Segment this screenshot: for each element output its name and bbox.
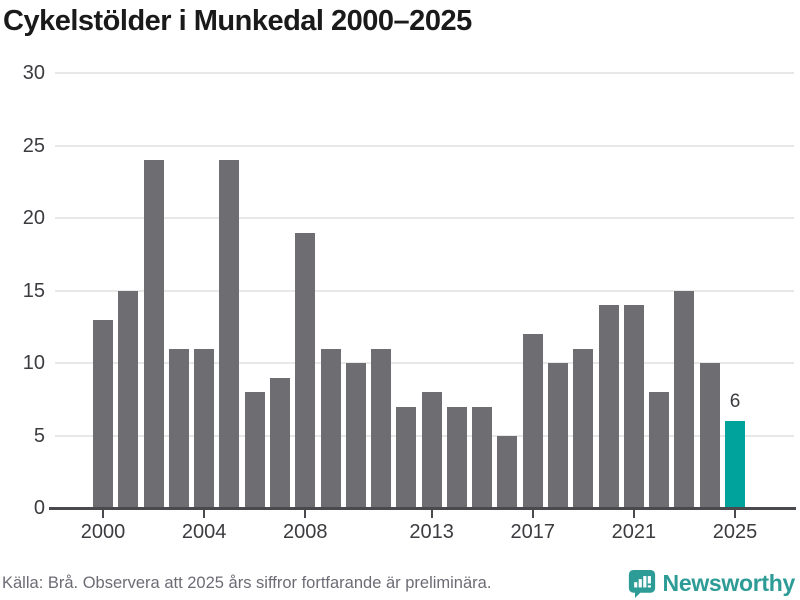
x-tick-label-2000: 2000 [80, 521, 126, 543]
y-tick-label-25: 25 [22, 134, 45, 157]
bar-2025 [725, 421, 745, 508]
x-tick-label-2017: 2017 [510, 521, 556, 543]
footer: Källa: Brå. Observera att 2025 års siffr… [0, 566, 800, 600]
y-tick-label-10: 10 [22, 352, 45, 374]
bar-2006 [244, 392, 265, 508]
bar-2000 [93, 319, 113, 508]
gridline-30 [55, 72, 794, 74]
x-tick-2017 [531, 509, 534, 518]
x-tick-label-2004: 2004 [181, 521, 227, 543]
x-axis: 2000 2004 2008 2013 2017 2021 2025 [55, 508, 792, 553]
gridline-25 [55, 144, 794, 147]
bar-2024 [699, 363, 720, 508]
bar-2013 [421, 392, 442, 508]
brand-name: Newsworthy [662, 569, 796, 596]
source-note: Källa: Brå. Observera att 2025 års siffr… [2, 573, 492, 592]
gridline-10 [55, 362, 794, 364]
bar-2023 [674, 290, 695, 508]
bar-2011 [371, 348, 392, 508]
bar-2021 [623, 305, 644, 508]
x-axis-line [49, 507, 796, 510]
bar-2001 [118, 290, 139, 508]
x-tick-2008 [304, 509, 307, 518]
bar-2019 [573, 348, 594, 508]
bar-value-label: 6 [729, 391, 741, 412]
x-tick-label-2008: 2008 [282, 521, 328, 543]
y-axis: 0 5 10 15 20 25 30 [0, 62, 45, 519]
bar-2018 [548, 363, 569, 508]
x-tick-label-2013: 2013 [409, 521, 454, 543]
bar-2002 [143, 160, 164, 508]
bar-2005 [219, 160, 240, 508]
plot-area: 6 [49, 72, 796, 510]
gridline-20 [55, 217, 794, 219]
x-tick-2025 [734, 509, 736, 518]
y-tick-label-30: 30 [22, 62, 45, 84]
gridline-15 [55, 289, 794, 292]
x-tick-label-2025: 2025 [712, 521, 758, 543]
bar-2003 [168, 348, 189, 508]
newsworthy-logo-link[interactable]: Newsworthy [628, 569, 795, 598]
chart-title: Cykelstölder i Munkedal 2000–2025 [3, 5, 472, 37]
y-tick-label-20: 20 [22, 207, 45, 229]
bar-2017 [522, 334, 543, 508]
bar-2009 [320, 348, 341, 508]
bar-2007 [269, 377, 290, 508]
bar-2022 [649, 392, 670, 508]
x-tick-2013 [430, 509, 433, 518]
x-tick-2000 [102, 509, 104, 518]
y-tick-label-0: 0 [33, 497, 45, 519]
x-tick-2004 [203, 509, 206, 518]
bar-2016 [497, 435, 518, 508]
bar-2008 [295, 232, 316, 508]
bar-2012 [396, 406, 417, 508]
y-tick-label-5: 5 [33, 424, 45, 447]
newsworthy-speech-bubble-chart-icon [628, 569, 656, 598]
bar-2015 [472, 406, 493, 508]
y-tick-label-15: 15 [22, 279, 45, 302]
bar-2014 [446, 406, 467, 508]
bar-2004 [194, 348, 215, 508]
x-tick-2021 [632, 509, 635, 518]
bar-2010 [345, 363, 366, 508]
x-tick-label-2021: 2021 [611, 521, 657, 543]
bar-2020 [598, 305, 619, 508]
